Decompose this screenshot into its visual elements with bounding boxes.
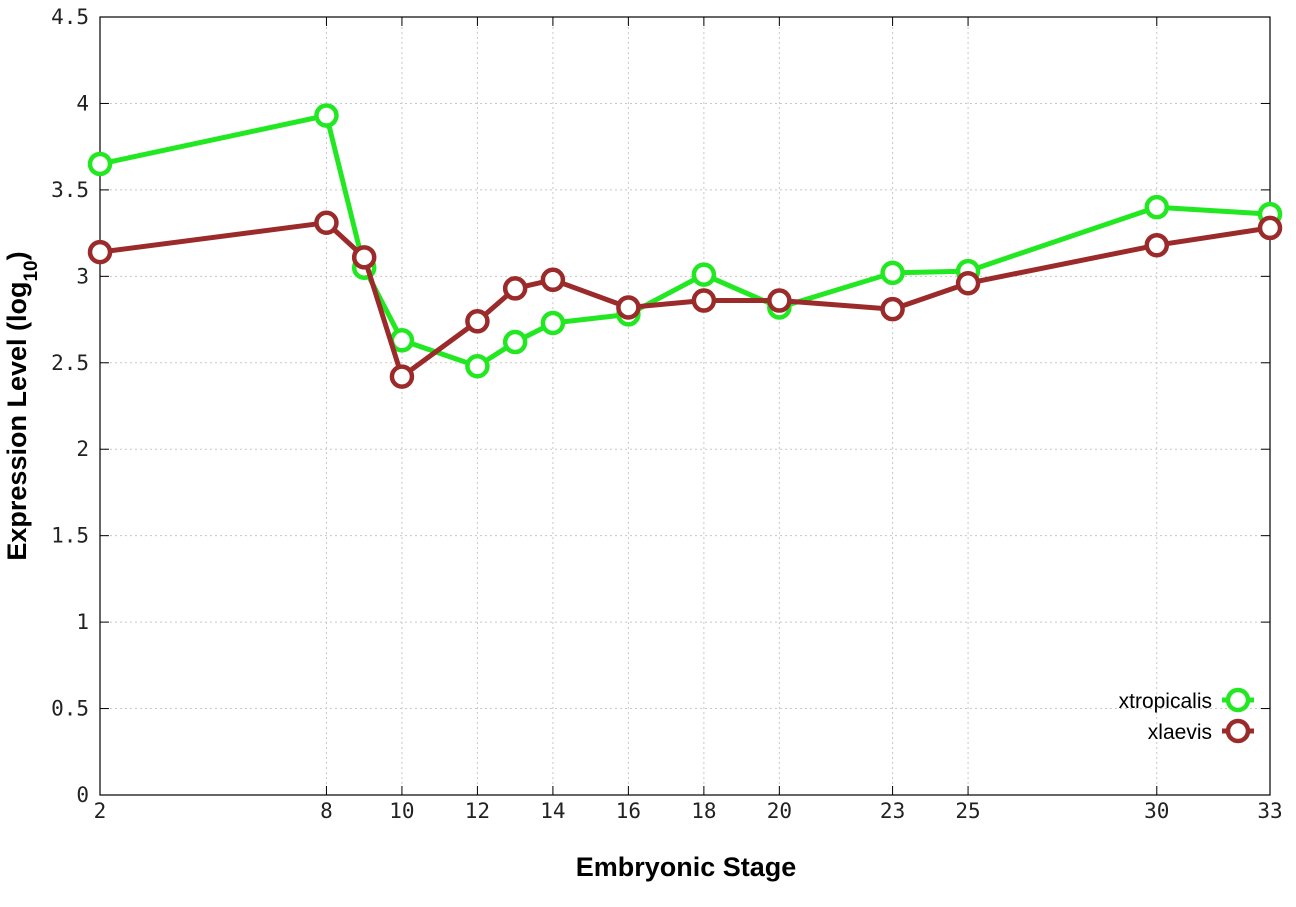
- y-tick-label: 1: [76, 610, 89, 634]
- y-tick-label: 1.5: [51, 524, 89, 548]
- series-xlaevis: [87, 210, 1283, 389]
- y-axis-title-main: Expression Level (log: [2, 282, 32, 561]
- series-line-xlaevis: [99, 220, 1271, 380]
- legend-label: xtropicalis: [1119, 690, 1212, 713]
- y-tick-label: 2.5: [51, 351, 89, 375]
- data-point: [389, 364, 415, 389]
- data-point: [880, 260, 905, 286]
- data-point: [691, 288, 717, 313]
- y-axis-title-close: ): [2, 251, 32, 260]
- data-point: [87, 151, 113, 177]
- x-tick-label: 10: [389, 799, 414, 823]
- x-tick-label: 12: [465, 799, 490, 823]
- y-tick-label: 3: [76, 264, 89, 288]
- data-point: [880, 296, 905, 322]
- legend-label: xlaevis: [1148, 721, 1212, 744]
- series: [87, 103, 1283, 389]
- data-point: [502, 276, 528, 301]
- data-point: [351, 245, 377, 270]
- data-point: [465, 353, 490, 379]
- y-tick-label: 4.5: [51, 5, 89, 29]
- x-tick-label: 14: [540, 799, 565, 823]
- data-point: [1257, 215, 1283, 241]
- data-point: [502, 329, 528, 355]
- x-tick-label: 8: [320, 799, 333, 823]
- data-point: [314, 210, 339, 235]
- grid: [100, 17, 1270, 795]
- data-point: [1144, 194, 1170, 220]
- y-tick-label: 0: [76, 783, 89, 807]
- legend-item-xtropicalis: xtropicalis: [1119, 687, 1254, 713]
- data-point: [87, 239, 113, 265]
- series-xtropicalis: [87, 103, 1283, 379]
- x-tick-label: 18: [691, 799, 716, 823]
- y-tick-label: 0.5: [51, 697, 89, 721]
- y-axis-title: Expression Level (log10): [2, 251, 42, 560]
- y-axis-title-subscript: 10: [21, 260, 42, 281]
- data-point: [767, 288, 792, 313]
- y-tick-label: 4: [76, 91, 89, 115]
- data-point: [691, 262, 717, 287]
- legend: xtropicalis xlaevis: [1119, 687, 1254, 744]
- data-point: [1144, 232, 1170, 258]
- x-tick-label: 30: [1144, 799, 1169, 823]
- x-tick-label: 20: [767, 799, 792, 823]
- legend-item-xlaevis: xlaevis: [1148, 718, 1254, 744]
- y-tick-label: 2: [76, 437, 89, 461]
- y-tick-label: 3.5: [51, 178, 89, 202]
- x-tick-label: 16: [616, 799, 641, 823]
- y-tick-labels: 0 0.5 1 1.5 2 2.5 3 3.5 4 4.5: [51, 5, 89, 807]
- x-tick-label: 25: [955, 799, 980, 823]
- legend-marker-swatch: [1225, 687, 1251, 713]
- legend-marker-swatch: [1225, 718, 1251, 744]
- data-point: [540, 267, 566, 293]
- x-tick-label: 2: [94, 799, 107, 823]
- data-point: [465, 309, 490, 334]
- data-point: [314, 103, 339, 128]
- data-point: [616, 295, 641, 320]
- data-point: [955, 270, 981, 296]
- x-tick-label: 33: [1257, 799, 1282, 823]
- x-axis-title: Embryonic Stage: [576, 852, 797, 882]
- ticks: [99, 16, 1271, 796]
- x-tick-labels: 2 8 10 12 14 16 18 20 23 25 30 33: [94, 799, 1283, 823]
- data-point: [540, 310, 566, 336]
- series-line-xtropicalis: [99, 113, 1271, 369]
- plot-frame: [99, 16, 1271, 796]
- x-tick-label: 23: [880, 799, 905, 823]
